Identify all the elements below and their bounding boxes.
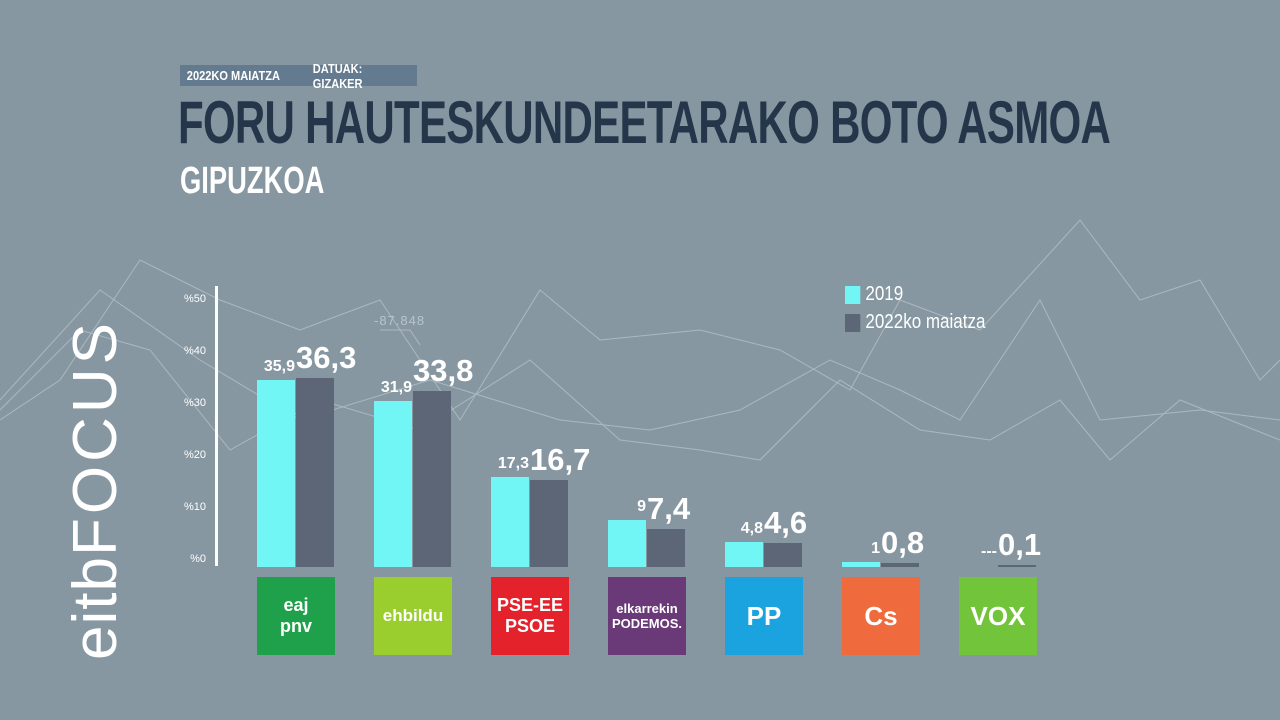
party-logo: eaj pnv: [257, 577, 335, 655]
date-label: 2022KO MAIATZA: [186, 68, 280, 83]
bar-2019: [491, 477, 529, 567]
bar-2019: [725, 542, 763, 567]
data-label-2019: 35,9: [263, 358, 295, 376]
data-label-2022: 0,8: [881, 524, 925, 560]
bar-2022: [881, 562, 919, 567]
party-logo: Cs: [842, 577, 920, 655]
legend-swatch-2019: [845, 285, 861, 304]
legend-item-2022: 2022ko maiatza: [845, 311, 985, 334]
party-logo-text: PSE-EE: [496, 595, 564, 615]
party-logo-text: Cs: [864, 600, 898, 631]
party-logo-text: PP: [746, 600, 782, 631]
y-tick-label: %20: [183, 449, 206, 461]
bar-2022: [647, 528, 685, 567]
party-logo: ehbildu: [374, 577, 452, 655]
bar-2022: [296, 378, 334, 567]
data-label-2022: 7,4: [647, 490, 691, 526]
y-tick-label: %10: [183, 501, 206, 513]
bar-2019: [842, 561, 880, 567]
data-label-2019: 9: [637, 498, 646, 516]
y-tick-label: %30: [183, 397, 206, 409]
y-axis-line: [215, 286, 218, 566]
y-tick-label: %0: [190, 553, 206, 565]
page-subtitle: GIPUZKOA: [180, 160, 325, 202]
data-label-2022: 0,1: [998, 527, 1042, 562]
data-label-2022: 16,7: [530, 442, 591, 478]
data-label-2019: 4,8: [740, 520, 763, 538]
bar-2019: [608, 520, 646, 567]
data-label-2022: 33,8: [413, 353, 474, 389]
bar-2019: [374, 401, 412, 567]
data-label-2022: 4,6: [764, 505, 808, 541]
party-logo: VOX: [959, 577, 1037, 655]
y-tick-label: %50: [183, 293, 206, 305]
party-logo-text: eaj: [283, 595, 309, 615]
party-logo: elkarrekin PODEMOS.: [608, 577, 686, 655]
party-logo-text: ehbildu: [382, 606, 444, 625]
data-label-2019: 31,9: [380, 379, 412, 397]
header-tag-bar: 2022KO MAIATZA DATUAK: GIZAKER: [180, 61, 417, 91]
party-logo-text: PODEMOS.: [611, 616, 683, 631]
legend-swatch-2022: [845, 313, 861, 332]
bar-2022: [764, 543, 802, 567]
eitb-focus-logo: eitbFOCUS: [61, 319, 130, 660]
party-logo: PSE-EE PSOE: [491, 577, 569, 655]
bar-2022: [413, 391, 451, 567]
party-logo-text: elkarrekin: [616, 601, 678, 616]
party-logo-text: pnv: [279, 616, 312, 636]
bar-2022: [998, 565, 1036, 567]
data-label-2022: 36,3: [296, 340, 357, 376]
party-logo-text: VOX: [970, 600, 1026, 631]
page-title: FORU HAUTESKUNDEETARAKO BOTO ASMOA: [178, 89, 1111, 156]
legend-item-2019: 2019: [845, 283, 903, 306]
y-tick-label: %40: [183, 345, 206, 357]
bar-2019: [257, 380, 295, 567]
data-label-2019: 1: [871, 539, 880, 557]
data-label-2019: 17,3: [497, 455, 529, 473]
data-label-2019: ---: [981, 543, 997, 560]
source-label: DATUAK: GIZAKER: [312, 60, 363, 91]
decoration-text: -87.848: [374, 313, 426, 328]
bar-2022: [530, 480, 568, 567]
party-logo: PP: [725, 577, 803, 655]
party-logo-text: PSOE: [504, 616, 556, 636]
